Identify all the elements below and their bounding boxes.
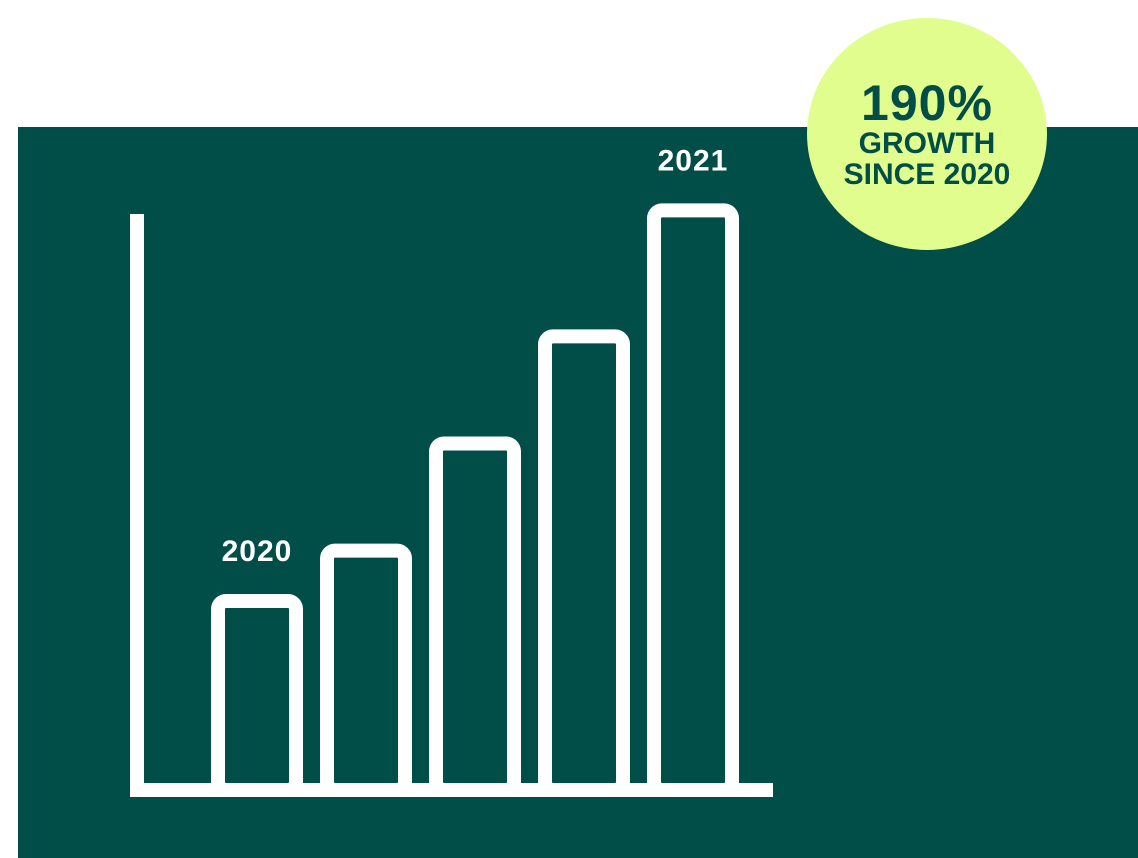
bar-4 <box>538 329 630 797</box>
growth-badge: 190% GROWTH SINCE 2020 <box>807 18 1047 250</box>
bar-1 <box>211 594 303 797</box>
bar-2 <box>320 543 412 797</box>
bar-group: 2020 2021 <box>211 144 739 797</box>
growth-label: GROWTH <box>858 126 996 160</box>
growth-since-label: SINCE 2020 <box>843 157 1011 191</box>
growth-value: 190% <box>861 74 993 131</box>
bar-label-1: 2020 <box>222 535 293 568</box>
chart-panel <box>18 127 1138 858</box>
bar-5 <box>647 203 739 797</box>
bar-label-5: 2021 <box>658 144 729 177</box>
bar-3 <box>429 436 521 797</box>
